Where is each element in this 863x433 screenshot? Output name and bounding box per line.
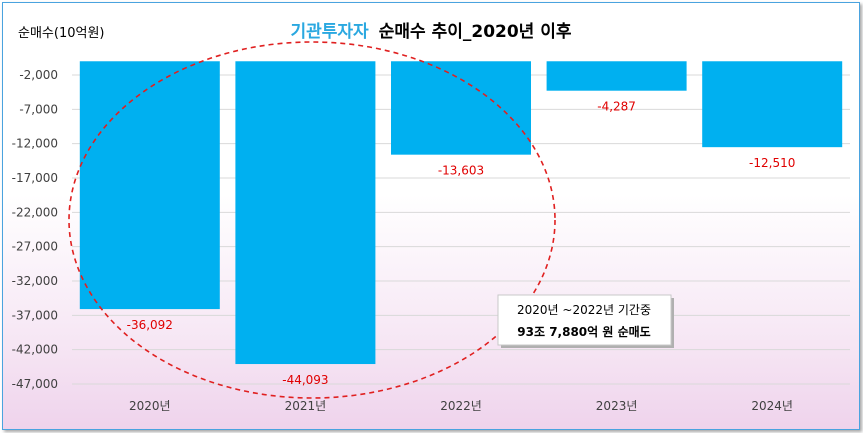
y-tick-label: -2,000 [19, 68, 58, 82]
callout-line-1: 2020년 ~2022년 기간중 [517, 303, 651, 317]
chart-title: 기관투자자 순매수 추이_2020년 이후 [290, 21, 571, 42]
y-tick-label: -12,000 [12, 137, 58, 151]
y-axis-label: 순매수(10억원) [18, 26, 105, 41]
y-tick-label: -22,000 [12, 205, 58, 219]
x-axis-ticks: 2020년 2021년 2022년 2023년 2024년 [129, 399, 793, 413]
x-tick-label: 2021년 [285, 399, 327, 413]
y-tick-label: -37,000 [12, 308, 58, 322]
data-labels: -36,092 -44,093 -13,603 -4,287 -12,510 [127, 100, 796, 387]
y-tick-label: -7,000 [19, 102, 58, 116]
x-tick-label: 2023년 [596, 399, 638, 413]
chart-title-highlight: 기관투자자 [290, 22, 369, 42]
callout-box [497, 294, 672, 346]
annotation-callout: 2020년 ~2022년 기간중 93조 7,880억 원 순매도 [497, 294, 674, 348]
highlight-ellipse [68, 41, 556, 399]
bar [235, 61, 376, 365]
x-tick-label: 2022년 [440, 399, 482, 413]
bar [702, 61, 843, 148]
callout-line-2: 93조 7,880억 원 순매도 [517, 324, 650, 339]
bar [391, 61, 531, 155]
y-tick-label: -42,000 [12, 343, 58, 357]
bar [546, 61, 687, 91]
bars [79, 61, 843, 365]
y-tick-label: -32,000 [12, 274, 58, 288]
y-tick-label: -47,000 [12, 377, 58, 391]
y-axis-ticks: -2,000 -7,000 -12,000 -17,000 -22,000 -27,000… [12, 68, 58, 391]
y-tick-label: -17,000 [12, 171, 58, 185]
data-label: -36,092 [127, 318, 173, 332]
bar [79, 61, 220, 310]
data-label: -4,287 [597, 100, 636, 114]
x-tick-label: 2020년 [129, 399, 171, 413]
data-label: -12,510 [749, 156, 795, 170]
chart-title-rest: 순매수 추이_2020년 이후 [379, 21, 572, 42]
x-tick-label: 2024년 [751, 399, 793, 413]
y-tick-label: -27,000 [12, 240, 58, 254]
data-label: -13,603 [438, 164, 484, 178]
data-label: -44,093 [282, 373, 328, 387]
